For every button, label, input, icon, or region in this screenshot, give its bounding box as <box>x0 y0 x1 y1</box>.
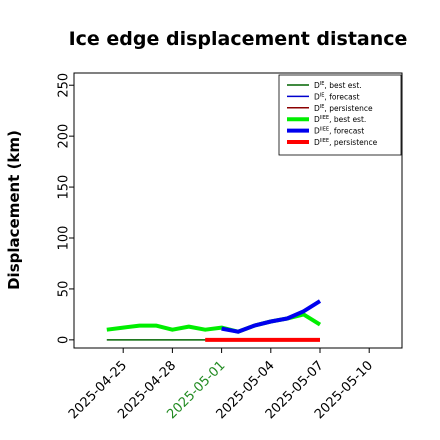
y-tick-label: 100 <box>57 226 72 251</box>
series-lines <box>106 299 322 342</box>
legend-symbol: D <box>314 81 320 90</box>
legend-entry: DIIEE, persistence <box>314 138 378 147</box>
legend-symbol: D <box>314 138 320 147</box>
legend-label: , forecast <box>324 92 359 101</box>
series-line-4 <box>221 299 322 334</box>
y-tick-label: 0 <box>57 336 72 344</box>
legend-entry: DIIEE, best est. <box>314 115 366 124</box>
x-axis-ticks: 2025-04-252025-04-282025-05-012025-05-04… <box>66 348 376 422</box>
legend-symbol: D <box>314 115 320 124</box>
legend-superscript: IE <box>320 81 325 87</box>
legend-label: , persistence <box>329 138 378 147</box>
legend-superscript: IE <box>320 92 325 98</box>
legend-superscript: IE <box>320 104 325 110</box>
legend-label: , best est. <box>324 81 361 90</box>
chart-title: Ice edge displacement distance <box>69 28 408 50</box>
y-axis-label: Displacement (km) <box>5 130 23 290</box>
legend-entry: DIE, best est. <box>314 81 362 90</box>
y-tick-label: 250 <box>57 73 72 98</box>
plot-frame <box>73 72 403 349</box>
legend-superscript: IIEE <box>320 115 329 121</box>
legend-label: , best est. <box>329 115 366 124</box>
legend-symbol: D <box>314 127 320 136</box>
legend-symbol: D <box>314 104 320 113</box>
y-tick-label: 50 <box>57 281 72 298</box>
legend-superscript: IIEE <box>320 127 329 133</box>
legend-entry: DIIEE, forecast <box>314 127 364 136</box>
legend-entry: DIE, persistence <box>314 104 373 113</box>
y-axis-ticks: 0 50 100 150 200 250 <box>57 73 74 344</box>
legend-label: , forecast <box>329 127 364 136</box>
legend-superscript: IIEE <box>320 138 329 144</box>
y-tick-label: 200 <box>57 124 72 149</box>
y-tick-label: 150 <box>57 175 72 200</box>
legend-symbol: D <box>314 92 320 101</box>
legend-label: , persistence <box>324 104 373 113</box>
legend-entry: DIE, forecast <box>314 92 360 101</box>
